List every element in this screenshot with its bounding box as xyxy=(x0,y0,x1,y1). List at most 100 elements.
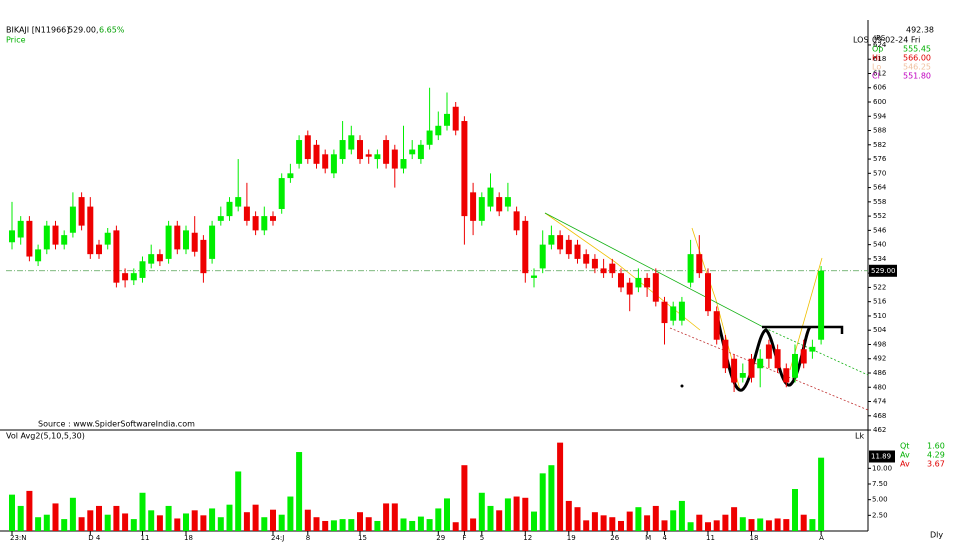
x-tick-label: A xyxy=(819,534,824,542)
candle-body xyxy=(235,197,242,207)
volume-bar xyxy=(156,515,163,531)
candle-body xyxy=(635,277,642,288)
y-tick-label: 552 xyxy=(873,212,886,220)
volume-bar xyxy=(557,442,564,531)
candle-body xyxy=(496,197,503,212)
candle-body xyxy=(661,301,668,324)
volume-bar xyxy=(113,505,120,531)
candle-body xyxy=(330,154,337,174)
header-change: 6.65% xyxy=(99,26,125,35)
y-tick-label: 594 xyxy=(873,112,887,120)
candle-body xyxy=(705,273,711,312)
candle-body xyxy=(139,261,146,278)
candle-body xyxy=(618,273,624,288)
info-value: 566.00 xyxy=(903,54,931,63)
candle-body xyxy=(591,258,598,269)
v-tick-label: 7.50 xyxy=(872,480,888,488)
candle-body xyxy=(156,254,163,262)
volume-bar xyxy=(661,520,668,531)
volume-bar xyxy=(452,522,459,531)
candle-body xyxy=(600,268,607,274)
volume-bar xyxy=(104,514,111,531)
info-value: 551.80 xyxy=(903,72,931,81)
volume-bar xyxy=(722,514,729,531)
info-value: 555.45 xyxy=(903,45,931,54)
y-tick-label: 618 xyxy=(873,55,886,63)
volume-bar xyxy=(357,512,363,531)
candle-body xyxy=(296,140,303,164)
neckline xyxy=(762,325,844,334)
volume-bar xyxy=(783,519,790,531)
volume-bar xyxy=(800,514,807,531)
candle-body xyxy=(391,149,398,169)
volume-bar xyxy=(713,520,720,531)
x-tick-label: 18 xyxy=(750,534,759,542)
x-tick-label: F xyxy=(462,534,466,542)
volume-bar xyxy=(226,504,233,531)
volume-bar xyxy=(278,514,285,531)
volume-bar xyxy=(765,520,772,531)
candle-body xyxy=(435,125,442,136)
candle-body xyxy=(565,239,572,255)
y-tick-label: 510 xyxy=(873,312,886,320)
candle-body xyxy=(792,353,798,378)
volume-bar xyxy=(496,510,503,531)
volume-bar xyxy=(565,500,572,531)
price-marker-label: 529.00 xyxy=(871,267,896,275)
volume-bar xyxy=(417,516,424,531)
info-label: Op xyxy=(872,45,883,54)
volume-bar xyxy=(183,513,189,531)
y-tick-label: 582 xyxy=(873,141,886,149)
candle-body xyxy=(26,220,33,257)
candle-body xyxy=(348,135,355,150)
x-tick-label: 19 xyxy=(567,534,576,542)
candle-body xyxy=(17,220,24,238)
volume-bar xyxy=(96,505,102,531)
volume-bar xyxy=(444,498,450,531)
candle-body xyxy=(470,192,477,221)
volume-bar xyxy=(696,514,703,531)
volume-bar xyxy=(522,497,529,531)
x-tick-label: 29 xyxy=(436,534,445,542)
volume-bar xyxy=(209,508,216,531)
candle-body xyxy=(722,339,729,369)
candle-body xyxy=(444,113,450,126)
y-tick-label: 558 xyxy=(873,198,886,206)
candle-body xyxy=(687,254,694,283)
y-tick-label: 546 xyxy=(873,226,887,234)
volume-info-label: Av xyxy=(900,451,910,460)
y-tick-label: 624 xyxy=(873,41,887,49)
candle-body xyxy=(765,344,772,359)
y-tick-label: 498 xyxy=(873,340,886,348)
x-tick-label: 11 xyxy=(706,534,715,542)
source: Source : www.SpiderSoftwareIndia.com xyxy=(38,420,195,429)
volume-bar xyxy=(426,519,433,531)
volume-bar xyxy=(330,520,337,531)
candle-body xyxy=(148,254,155,264)
candle-body xyxy=(217,216,224,221)
candle-body xyxy=(43,225,50,250)
volume-bar xyxy=(487,505,494,531)
candle-body xyxy=(165,225,172,259)
volume-bar xyxy=(61,519,68,531)
v-tick-label: 2.50 xyxy=(872,511,888,519)
volume-bar xyxy=(69,497,76,531)
volume-bar xyxy=(539,473,546,531)
cursor-value: 492.38 xyxy=(906,26,934,35)
volume-bar xyxy=(435,508,442,531)
candle-body xyxy=(731,358,738,383)
corner-label: LOS xyxy=(853,36,869,45)
dot xyxy=(680,384,684,388)
candle-body xyxy=(609,263,616,274)
volume-bar xyxy=(400,518,407,531)
candle-body xyxy=(461,121,468,217)
volume-info-value: 1.60 xyxy=(927,442,945,451)
volume-bar xyxy=(583,520,590,531)
y-tick-label: 480 xyxy=(873,383,886,391)
candle-body xyxy=(339,140,346,160)
x-tick-label: 11 xyxy=(141,534,150,542)
candle-body xyxy=(322,154,329,169)
candle-body xyxy=(409,149,416,155)
candle-body xyxy=(513,211,520,231)
